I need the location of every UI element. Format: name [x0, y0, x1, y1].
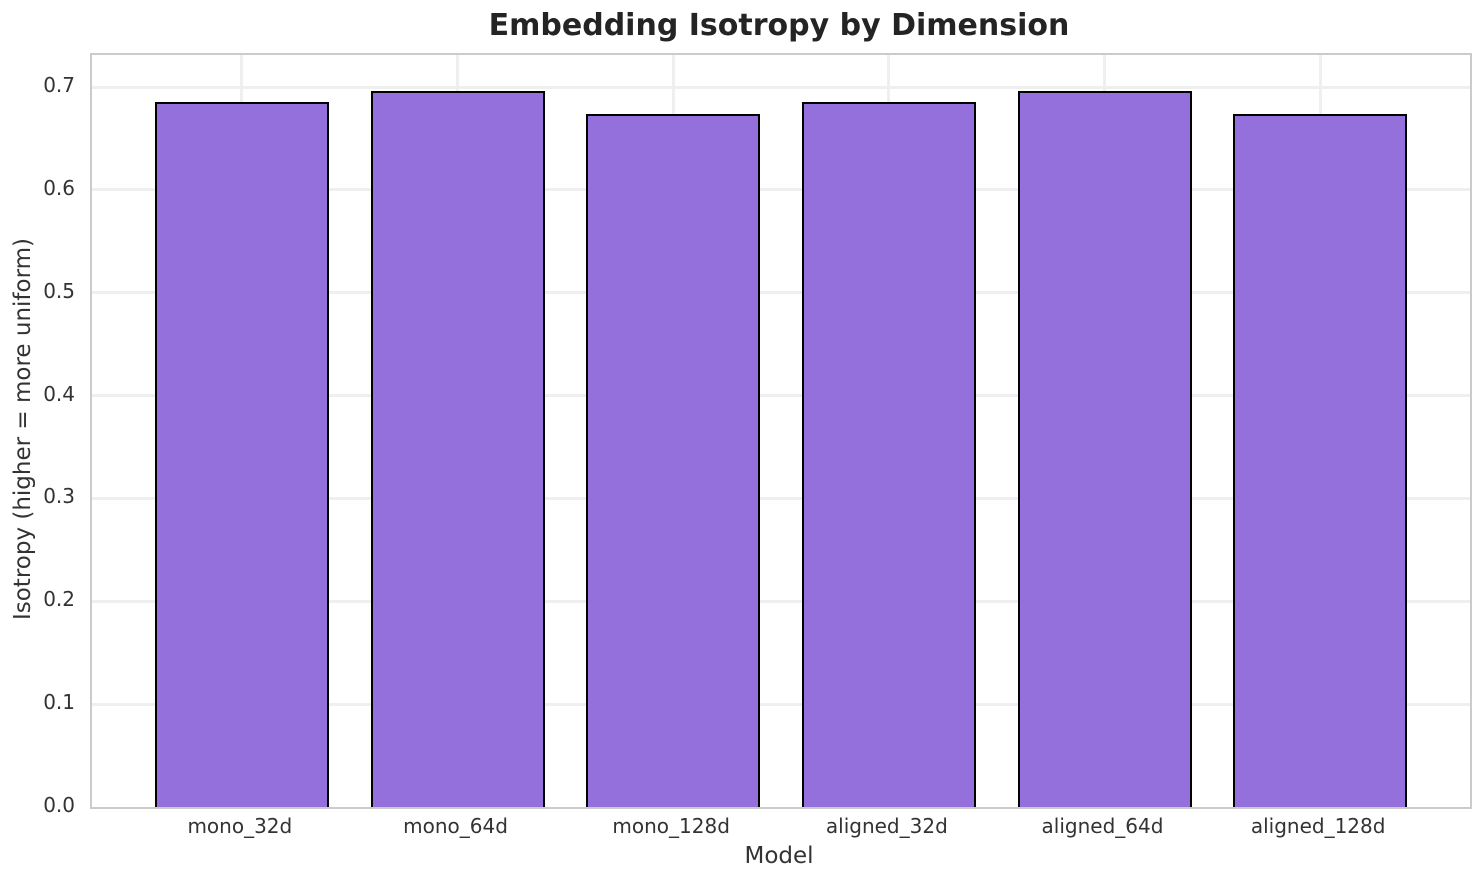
- y-tick-label: 0.2: [43, 587, 75, 612]
- h-gridline: [92, 599, 1470, 603]
- chart-title: Embedding Isotropy by Dimension: [488, 8, 1070, 43]
- y-tick-label: 0.6: [43, 175, 75, 200]
- y-tick-label: 0.5: [43, 278, 75, 303]
- x-axis-label: Model: [744, 843, 814, 869]
- bar-aligned_64d: [1017, 91, 1192, 807]
- y-tick-label: 0.0: [43, 793, 75, 817]
- h-gridline: [92, 702, 1470, 706]
- h-gridline: [92, 85, 1470, 89]
- x-tick-label: aligned_64d: [1041, 814, 1164, 838]
- plot-area: [90, 53, 1472, 809]
- bar-mono_32d: [154, 101, 329, 807]
- bar-aligned_32d: [801, 101, 976, 807]
- bar-mono_64d: [370, 91, 545, 807]
- h-gridline: [92, 394, 1470, 398]
- x-tick-label: aligned_32d: [825, 814, 948, 838]
- y-tick-label: 0.1: [43, 690, 75, 715]
- h-gridline: [92, 291, 1470, 295]
- bar-mono_128d: [586, 113, 761, 807]
- y-tick-label: 0.4: [43, 381, 75, 406]
- bar-aligned_128d: [1233, 113, 1408, 807]
- x-tick-label: mono_64d: [403, 814, 508, 838]
- h-gridline: [92, 188, 1470, 192]
- x-tick-label: mono_128d: [612, 814, 730, 838]
- h-gridline: [92, 496, 1470, 500]
- y-tick-label: 0.3: [43, 484, 75, 509]
- x-tick-label: aligned_128d: [1250, 814, 1386, 838]
- y-tick-label: 0.7: [43, 73, 75, 98]
- x-tick-label: mono_32d: [187, 814, 293, 838]
